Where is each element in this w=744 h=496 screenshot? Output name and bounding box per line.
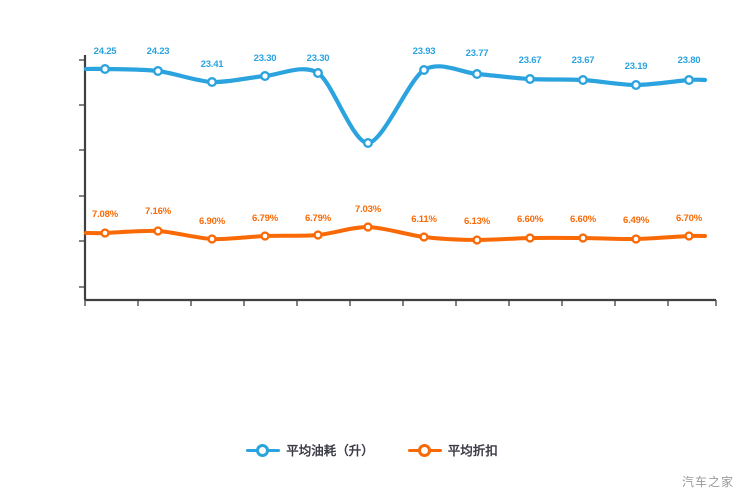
data-point-label: 7.16%: [145, 206, 172, 217]
data-point-label: 23.41: [201, 59, 225, 70]
data-point-label: 6.60%: [570, 214, 597, 225]
data-point-label: 6.70%: [676, 213, 703, 224]
series-line-blue: [83, 64, 708, 146]
data-point-marker-center: [209, 79, 215, 85]
data-point-marker-center: [686, 77, 692, 83]
data-point-label: 23.93: [413, 46, 436, 57]
data-point-marker-center: [474, 237, 480, 243]
data-point-label: 23.80: [678, 55, 701, 66]
legend-label-series-2: 平均折扣: [447, 444, 498, 458]
data-point-marker-center: [580, 235, 586, 241]
data-point-label: 23.30: [254, 53, 277, 64]
data-point-marker-center: [155, 68, 161, 74]
data-point-label: 23.67: [519, 55, 542, 66]
watermark: 汽车之家: [681, 475, 734, 489]
legend-marker-icon-blue: [246, 443, 281, 457]
data-point-marker-center: [365, 140, 371, 146]
data-point-marker-center: [262, 233, 268, 239]
data-point-marker-center: [315, 70, 321, 76]
data-point-label: 6.11%: [411, 214, 437, 225]
data-point-marker-center: [686, 233, 692, 239]
data-point-marker-center: [421, 67, 427, 73]
data-point-label: 23.19: [625, 61, 648, 72]
data-point-label: 6.49%: [623, 215, 650, 226]
legend-item-series-2[interactable]: 平均折扣: [407, 440, 498, 459]
data-point-label: 23.30: [307, 53, 330, 64]
data-point-marker-center: [155, 228, 161, 234]
data-point-marker-center: [527, 76, 533, 82]
data-point-label: 23.67: [572, 55, 595, 66]
data-point-label: 6.79%: [305, 213, 332, 224]
data-point-marker-center: [262, 73, 268, 79]
data-point-label: 6.13%: [464, 216, 491, 227]
legend-label-series-1: 平均油耗（升）: [286, 444, 374, 458]
data-point-label: 6.79%: [252, 213, 279, 224]
data-point-marker-center: [474, 71, 480, 77]
data-point-label: 7.08%: [92, 209, 119, 220]
data-point-marker-center: [365, 224, 371, 230]
data-point-marker-center: [209, 236, 215, 242]
data-point-marker-center: [527, 235, 533, 241]
chart-series-markers: [100, 64, 694, 245]
legend-item-series-1[interactable]: 平均油耗（升）: [246, 440, 374, 459]
data-point-label: 23.77: [466, 48, 489, 59]
data-point-label: 24.23: [147, 46, 170, 57]
data-point-marker-center: [633, 236, 639, 242]
legend-marker-icon-orange: [407, 443, 442, 457]
series-line-orange: [84, 224, 707, 243]
chart-series-lines: [83, 64, 708, 243]
data-point-marker-center: [421, 234, 427, 240]
chart-data-labels: 24.25 24.23 23.41 23.30 23.30 23.93 23.77 23.67…: [92, 46, 703, 227]
data-point-label: 24.25: [94, 46, 118, 57]
data-point-marker-center: [102, 66, 108, 72]
chart-axes: [79, 55, 717, 306]
data-point-label: 6.60%: [517, 214, 544, 225]
data-point-label: 6.90%: [199, 216, 226, 227]
data-point-marker-center: [633, 82, 639, 88]
data-point-marker-center: [315, 232, 321, 238]
data-point-label: 7.03%: [355, 204, 382, 215]
data-point-marker-center: [102, 230, 108, 236]
data-point-marker-center: [580, 77, 586, 83]
chart-legend: 平均油耗（升） 平均折扣: [0, 440, 744, 459]
